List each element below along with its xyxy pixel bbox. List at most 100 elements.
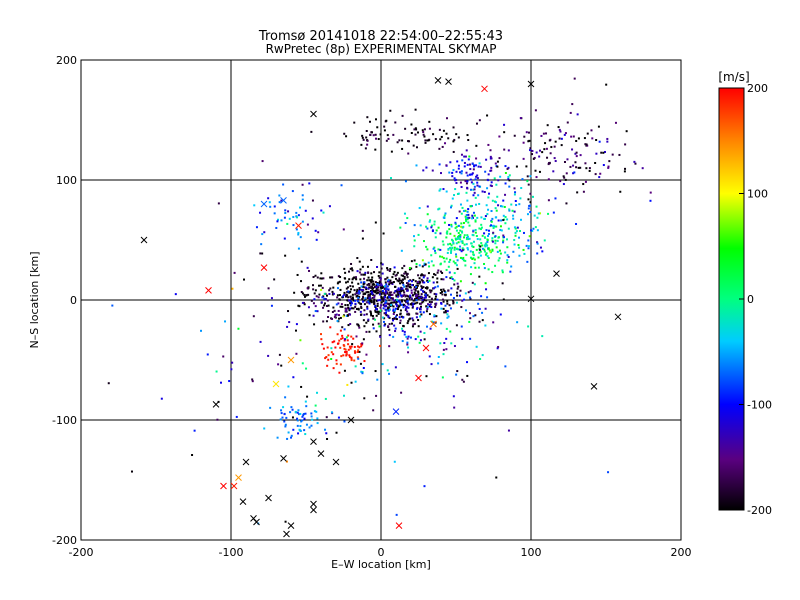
data-point: [310, 299, 313, 302]
data-point: [484, 215, 487, 218]
data-point: [416, 312, 419, 315]
data-point: [370, 131, 373, 134]
data-point: [438, 163, 441, 166]
data-point: [360, 302, 363, 305]
data-point: [332, 306, 335, 309]
data-point: [474, 164, 477, 167]
data-point: [305, 367, 308, 370]
data-point: [356, 300, 359, 303]
cross-marker: [590, 383, 598, 390]
data-point: [487, 173, 490, 176]
data-point: [423, 338, 426, 341]
data-point: [388, 306, 391, 309]
data-point: [413, 224, 416, 227]
data-point: [452, 150, 455, 153]
data-point: [483, 262, 486, 265]
data-point: [356, 257, 359, 260]
data-point: [406, 288, 409, 291]
data-point: [438, 147, 441, 150]
data-point: [407, 346, 410, 349]
data-point: [577, 137, 580, 140]
data-point: [363, 292, 366, 295]
data-point: [277, 363, 280, 366]
data-point: [292, 428, 295, 431]
data-point: [519, 117, 522, 120]
data-point: [339, 305, 342, 308]
data-point: [375, 286, 378, 289]
data-point: [506, 254, 509, 257]
data-point: [427, 139, 430, 142]
data-point: [481, 319, 484, 322]
cross-marker: [527, 80, 535, 88]
data-point: [438, 207, 441, 210]
data-point: [354, 302, 357, 305]
data-point: [518, 203, 521, 206]
data-point: [530, 229, 533, 232]
data-point: [295, 352, 298, 355]
data-point: [304, 412, 307, 415]
data-point: [368, 284, 371, 287]
data-point: [354, 276, 357, 279]
data-point: [314, 310, 317, 313]
data-point: [365, 286, 368, 289]
data-point: [423, 274, 426, 277]
data-point: [342, 228, 345, 231]
data-point: [347, 296, 350, 299]
data-point: [441, 145, 444, 148]
data-point: [449, 161, 452, 164]
data-point: [444, 309, 447, 312]
data-point: [388, 323, 391, 326]
data-point: [328, 289, 331, 292]
data-point: [111, 304, 114, 307]
data-point: [454, 262, 457, 265]
data-point: [423, 264, 426, 267]
colorbar-tick-label: -100: [747, 399, 772, 412]
data-point: [465, 220, 468, 223]
data-point: [434, 295, 437, 298]
data-point: [393, 299, 396, 302]
data-point: [496, 165, 499, 168]
data-point: [515, 165, 518, 168]
data-point: [302, 414, 305, 417]
data-point: [370, 272, 373, 275]
data-point: [394, 274, 397, 277]
data-point: [457, 237, 460, 240]
data-point: [560, 137, 563, 140]
data-point: [457, 235, 460, 238]
data-point: [325, 294, 328, 297]
data-point: [357, 357, 360, 360]
data-point: [403, 272, 406, 275]
data-point: [536, 216, 539, 219]
data-point: [315, 238, 318, 241]
data-point: [427, 303, 430, 306]
data-point: [354, 351, 357, 354]
data-point: [529, 192, 532, 195]
data-point: [351, 281, 354, 284]
data-point: [499, 175, 502, 178]
data-point: [588, 169, 591, 172]
data-point: [491, 237, 494, 240]
data-point: [332, 353, 335, 356]
data-point: [389, 304, 392, 307]
data-point: [383, 285, 386, 288]
data-point: [440, 307, 443, 310]
data-point: [450, 287, 453, 290]
data-point: [452, 140, 455, 143]
data-point: [451, 277, 454, 280]
data-point: [464, 264, 467, 267]
data-point: [404, 222, 407, 225]
data-point: [507, 227, 510, 230]
data-point: [385, 304, 388, 307]
data-point: [455, 170, 458, 173]
data-point: [375, 299, 378, 302]
data-point: [369, 310, 372, 313]
data-point: [430, 306, 433, 309]
data-point: [424, 139, 427, 142]
x-tick-label: 200: [671, 546, 692, 559]
data-point: [434, 286, 437, 289]
data-point: [280, 199, 283, 202]
data-point: [334, 313, 337, 316]
data-point: [401, 287, 404, 290]
data-point: [472, 257, 475, 260]
data-point: [379, 133, 382, 136]
